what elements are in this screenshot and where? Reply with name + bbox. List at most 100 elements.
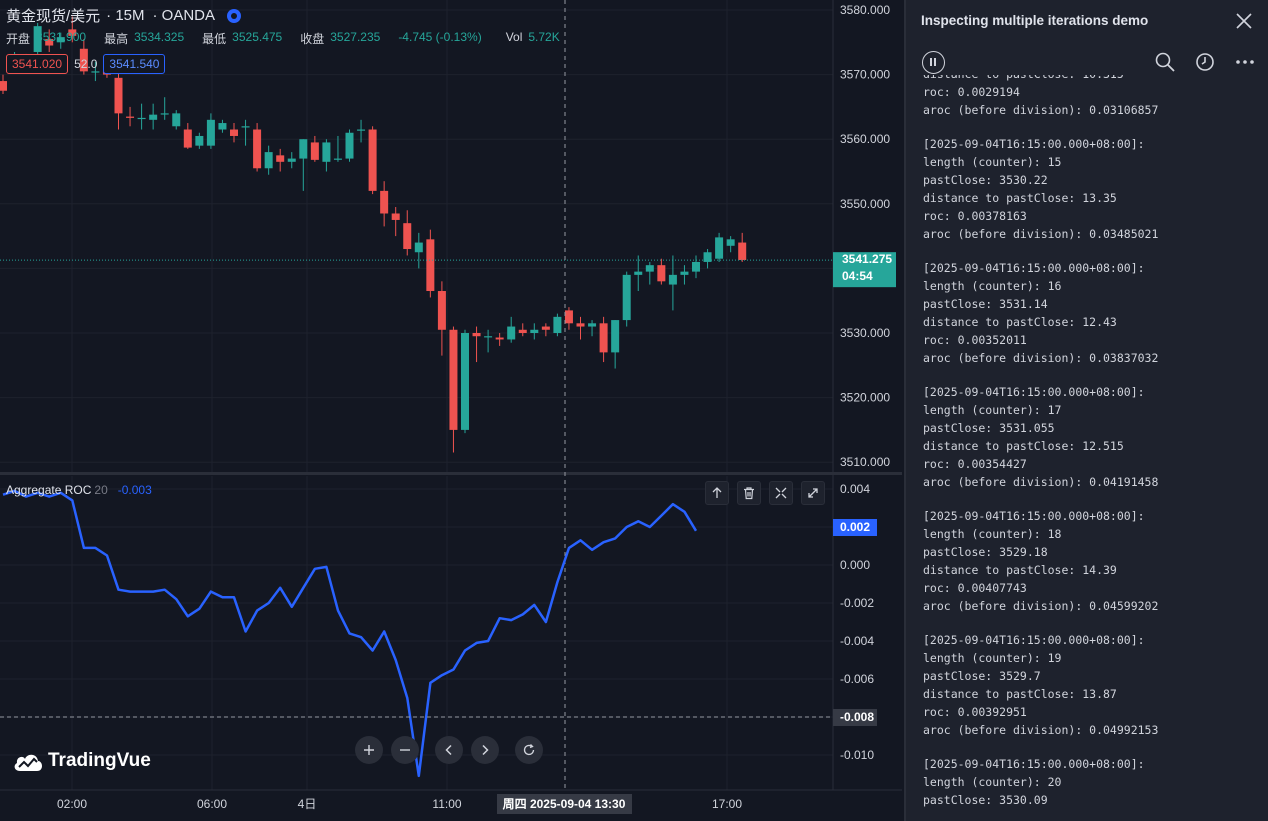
sell-price-button[interactable]: 3541.020 [6,54,69,74]
move-up-button[interactable] [705,481,729,505]
reset-controls [515,736,543,764]
candle-body [333,158,342,160]
arrow-up-icon [712,487,722,498]
source-label: · OANDA [152,7,216,24]
roc-current-badge [833,519,877,536]
log-output[interactable]: distance to pastClose: 10.315 roc: 0.0029… [923,75,1263,821]
log-line: [2025-09-04T16:15:00.000+08:00]: [923,137,1145,151]
chart-area[interactable]: 3580.0003570.0003560.0003550.0003540.000… [0,0,902,821]
candle-body [541,326,550,330]
log-line: pastClose: 3530.22 [923,173,1048,187]
chart-canvas[interactable]: 3580.0003570.0003560.0003550.0003540.000… [0,0,902,821]
log-line: length (counter): 15 [923,155,1062,169]
candle-body [391,213,400,220]
roc-tick-label: -0.002 [840,596,874,610]
roc-tick-label: -0.004 [840,634,874,648]
chevron-right-icon [482,744,489,756]
candle-body [449,329,458,430]
reset-chart-button[interactable] [515,736,543,764]
bid-ask-row: 3541.020 52.0 3541.540 [6,54,166,74]
log-line: [2025-09-04T16:15:00.000+08:00]: [923,261,1145,275]
candle-body [299,139,308,159]
candle-body [576,323,585,327]
clock-icon[interactable] [1194,51,1216,73]
symbol-name: 黄金现货/美元 [6,8,101,25]
log-line: roc: 0.00407743 [923,581,1027,595]
roc-tick-label: 0.004 [840,482,870,496]
price-tick-label: 3530.000 [840,326,890,340]
log-line: roc: 0.00354427 [923,457,1027,471]
pane-separator [0,472,902,475]
zoom-in-button[interactable] [355,736,383,764]
candle-body [0,81,7,91]
candle-body [507,326,516,340]
log-line: pastClose: 3530.09 [923,793,1048,807]
price-tick-label: 3580.000 [840,3,890,17]
price-tick-label: 3510.000 [840,455,890,469]
maximize-pane-button[interactable] [801,481,825,505]
zoom-controls [355,736,419,764]
candle-body [645,265,654,272]
open-label: 开盘 [6,32,31,46]
candle-body [668,274,677,285]
more-options-icon[interactable] [1234,51,1256,73]
high-label: 最高 [104,32,129,46]
expand-icon [808,488,818,498]
low-label: 最低 [202,32,227,46]
candle-body [322,142,331,162]
candle-body [218,123,227,130]
log-line: roc: 0.0029194 [923,85,1020,99]
log-line: length (counter): 20 [923,775,1062,789]
log-line: [2025-09-04T16:15:00.000+08:00]: [923,509,1145,523]
indicator-name: Aggregate ROC [6,483,92,497]
log-line: distance to pastClose: 13.87 [923,687,1117,701]
log-line: pastClose: 3531.14 [923,297,1048,311]
roc-tick-label: -0.006 [840,672,874,686]
candle-body [426,239,435,292]
price-tick-label: 3550.000 [840,197,890,211]
log-block: [2025-09-04T16:15:00.000+08:00]: length (… [923,631,1263,739]
close-icon[interactable] [1234,11,1254,31]
candle-body [657,265,666,282]
inspector-panel: Inspecting multiple iterations demo dist… [904,0,1268,821]
candle-body [726,239,735,246]
scroll-right-button[interactable] [471,736,499,764]
crosshair-time-badge [497,794,632,814]
zoom-out-button[interactable] [391,736,419,764]
candle-body [461,333,469,430]
buy-price-button[interactable]: 3541.540 [103,54,166,74]
candle-body [368,129,377,191]
log-line: distance to pastClose: 13.35 [923,191,1117,205]
delete-indicator-button[interactable] [737,481,761,505]
candle-body [195,135,204,146]
log-line: aroc (before division): 0.04599202 [923,599,1159,613]
roc-series-line [2,489,698,778]
candle-body [33,26,42,52]
search-icon[interactable] [1154,51,1176,73]
minus-icon [400,749,410,751]
candle-body [114,77,123,114]
log-line: [2025-09-04T16:15:00.000+08:00]: [923,757,1145,771]
countdown-label: 04:54 [842,269,873,283]
refresh-icon [523,744,535,756]
time-tick-label: 02:00 [57,797,87,811]
log-line: aroc (before division): 0.03106857 [923,103,1159,117]
log-line: length (counter): 18 [923,527,1062,541]
roc-tick-label: 0.000 [840,558,870,572]
collapse-pane-button[interactable] [769,481,793,505]
scroll-left-button[interactable] [435,736,463,764]
candle-body [622,274,631,321]
candle-body [56,37,65,43]
candle-body [564,310,573,324]
candle-body [287,158,296,162]
candle-body [160,113,169,115]
candle-body [126,116,135,118]
indicator-param: 20 [94,483,108,497]
candle-body [91,71,100,73]
candle-body [530,329,539,333]
pause-button[interactable] [922,51,945,74]
price-tick-label: 3560.000 [840,132,890,146]
price-tick-label: 3570.000 [840,68,890,82]
time-tick-label: 06:00 [197,797,227,811]
candle-body [357,129,366,131]
